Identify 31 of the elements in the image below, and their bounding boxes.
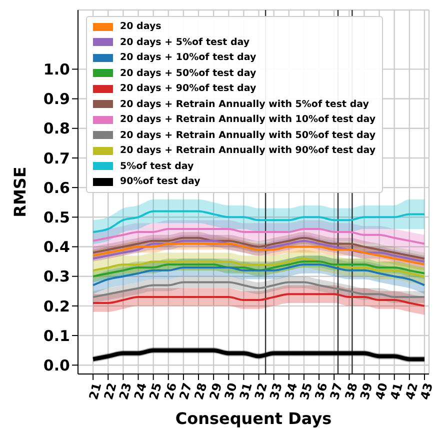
legend-label: 20 days + 10%of test day	[120, 51, 256, 65]
x-tick-label: 32	[252, 381, 270, 402]
x-tick-label: 33	[267, 381, 285, 402]
legend-label: 20 days + Retrain Annually with 10%of test day	[120, 113, 376, 127]
legend-label: 20 days + Retrain Annually with 50%of test day	[120, 128, 376, 142]
legend-label: 20 days + 90%of test day	[120, 82, 256, 96]
x-tick-label: 25	[146, 381, 164, 402]
y-tick-label: 0.9	[43, 90, 70, 108]
legend-label: 20 days + Retrain Annually with 5%of test day	[120, 98, 369, 112]
y-tick-label: 0.8	[43, 120, 70, 138]
x-tick-label: 40	[372, 381, 390, 402]
y-tick-label: 0.3	[43, 268, 70, 286]
y-tick-label: 0.7	[43, 149, 70, 168]
y-tick-label: 0.1	[43, 326, 70, 345]
legend-label: 20 days + Retrain Annually with 90%of test day	[120, 144, 376, 158]
legend-label: 5%of test day	[120, 160, 194, 174]
legend-label: 20 days + 5%of test day	[120, 36, 250, 50]
x-tick-label: 24	[132, 381, 150, 402]
x-axis-title: Consequent Days	[175, 409, 332, 428]
legend-label: 90%of test day	[120, 175, 200, 189]
y-tick-label: 0.0	[43, 356, 70, 374]
y-tick-label: 0.2	[43, 297, 70, 316]
y-tick-label: 1.0	[43, 60, 70, 79]
y-tick-label: 0.5	[43, 208, 70, 226]
legend-label: 20 days + 50%of test day	[120, 66, 256, 80]
y-tick-label: 0.6	[43, 178, 70, 197]
legend-label: 20 days	[120, 20, 162, 34]
y-tick-label: 0.4	[43, 238, 70, 256]
x-tick-label: 39	[358, 381, 376, 402]
x-tick-label: 41	[388, 381, 406, 402]
y-axis-title: RMSE	[10, 166, 30, 218]
